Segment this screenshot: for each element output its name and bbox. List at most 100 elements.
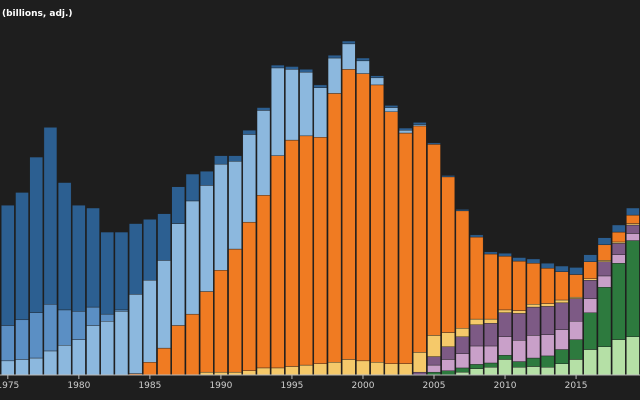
bar-segment: [43, 127, 58, 305]
bar-segment: [413, 124, 427, 127]
bar-segment: [242, 370, 257, 376]
bar-segment: [597, 261, 612, 277]
chart-title: (billions, adj.): [2, 9, 73, 19]
bar-segment: [285, 69, 299, 141]
bar-segment: [384, 105, 399, 108]
bar-segment: [526, 263, 541, 305]
bar-segment: [242, 134, 257, 223]
bar-segment: [555, 271, 569, 301]
bar-segment: [171, 325, 185, 376]
x-tick-label: 2005: [423, 381, 446, 391]
bar-segment: [427, 142, 441, 145]
bar-segment: [455, 210, 470, 329]
bar-segment: [498, 312, 512, 337]
bar-segment: [398, 132, 413, 364]
bar-segment: [185, 173, 200, 202]
bar-segment: [555, 349, 569, 364]
bar-segment: [427, 144, 441, 336]
bar-segment: [15, 319, 29, 360]
bar-segment: [157, 260, 171, 349]
bar-segment: [611, 339, 626, 376]
bar-segment: [469, 368, 484, 376]
bar-segment: [626, 233, 640, 241]
bar-segment: [29, 156, 43, 313]
bar-segment: [597, 346, 612, 376]
x-tick-label: 1980: [67, 381, 90, 391]
bar-segment: [327, 362, 342, 376]
bar-segment: [626, 224, 640, 234]
bar-segment: [299, 69, 313, 73]
x-tick-label: 1985: [138, 381, 161, 391]
bar-segment: [512, 310, 526, 314]
bar-segment: [200, 291, 214, 373]
bar-segment: [441, 176, 455, 333]
bar-segment: [114, 309, 129, 312]
bar-segment: [370, 75, 384, 79]
bar-segment: [540, 355, 555, 368]
bar-segment: [29, 357, 43, 376]
bar-segment: [15, 359, 29, 376]
bar-segment: [427, 356, 441, 366]
bar-segment: [342, 40, 356, 45]
bar-segment: [242, 221, 257, 371]
bar-segment: [441, 346, 455, 360]
bar-segment: [313, 84, 328, 88]
bar-segment: [484, 367, 498, 376]
bar-segment: [540, 334, 555, 357]
bar-segment: [597, 287, 612, 347]
bar-segment: [526, 304, 541, 308]
bar-segment: [441, 175, 455, 178]
bar-segment: [484, 362, 498, 368]
bar-segment: [72, 311, 86, 340]
bar-segment: [484, 345, 498, 364]
bar-segment: [171, 223, 185, 326]
bar-segment: [256, 110, 271, 196]
bar-segment: [313, 137, 328, 364]
bar-segment: [611, 254, 626, 264]
bar-segment: [611, 231, 626, 243]
bar-segment: [57, 182, 72, 311]
bar-segment: [114, 231, 129, 311]
bar-segment: [413, 122, 427, 125]
bar-segment: [1, 204, 15, 326]
bar-segment: [455, 336, 470, 354]
bar-segment: [384, 111, 399, 364]
bar-segment: [526, 258, 541, 264]
bar-segment: [540, 306, 555, 335]
bar-segment: [569, 298, 583, 322]
bar-segment: [29, 312, 43, 359]
bar-segment: [185, 313, 200, 376]
bar-segment: [626, 240, 640, 337]
x-tick-label: 2015: [565, 381, 588, 391]
bar-segment: [441, 370, 455, 376]
bar-segment: [299, 135, 313, 366]
bar-segment: [285, 366, 299, 376]
bar-segment: [583, 254, 597, 262]
bar-segment: [128, 294, 143, 374]
bar-segment: [540, 367, 555, 376]
bar-segment: [1, 325, 15, 362]
bar-segment: [583, 312, 597, 350]
bar-segment: [583, 298, 597, 313]
bar-segment: [583, 261, 597, 279]
bar-segment: [540, 263, 555, 269]
bar-segment: [498, 354, 512, 360]
bar-segment: [569, 274, 583, 298]
bar-segment: [469, 345, 484, 365]
bar-segment: [555, 363, 569, 376]
bar-segment: [143, 362, 157, 376]
bar-segment: [583, 278, 597, 281]
bar-segment: [611, 224, 626, 233]
x-tick-label: 2010: [494, 381, 517, 391]
bar-segment: [569, 359, 583, 376]
bar-segment: [327, 57, 342, 94]
bar-segment: [384, 363, 399, 376]
bar-segment: [626, 223, 640, 226]
bar-segment: [469, 324, 484, 347]
bar-segment: [441, 332, 455, 347]
bar-segment: [498, 336, 512, 356]
bar-segment: [427, 335, 441, 357]
bar-segment: [271, 67, 285, 156]
bar-segment: [611, 241, 626, 244]
